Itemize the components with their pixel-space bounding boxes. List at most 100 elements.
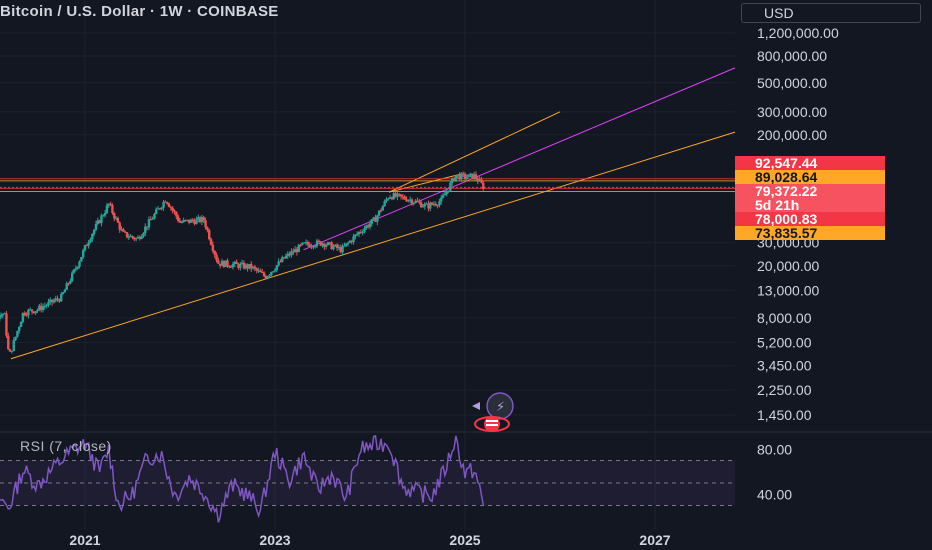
candle-body (175, 212, 178, 217)
candle-body (162, 201, 165, 208)
flag-badge-ring-icon (474, 416, 510, 432)
price-tick-label: 3,450.00 (757, 358, 812, 374)
rsi-line (0, 434, 485, 523)
candle-body (49, 299, 52, 302)
candle-body (100, 215, 103, 224)
candle-body (19, 321, 23, 327)
time-axis[interactable]: 2021 2023 2025 2027 (69, 532, 670, 548)
orange-trend-lower (10, 131, 736, 360)
candle-body (461, 173, 465, 175)
candle-body (478, 179, 481, 182)
time-tick-label: 2025 (449, 532, 480, 548)
candle-body (235, 261, 238, 264)
candle-body (120, 229, 123, 231)
candle-body (12, 340, 15, 352)
candle-body (410, 199, 414, 204)
event-icons[interactable]: ⚡ (472, 392, 514, 432)
candle-body (469, 173, 472, 175)
candle-body (218, 263, 222, 266)
candle-body (80, 257, 83, 262)
candle-body (399, 194, 403, 197)
candle-body (392, 193, 395, 200)
candle-body (412, 202, 416, 204)
candle-body (195, 219, 198, 225)
candle-body (50, 299, 54, 303)
candle-body (465, 177, 469, 179)
candle-body (401, 196, 405, 198)
price-lines (0, 178, 735, 193)
candle-body (91, 233, 94, 240)
price-tick-label: 8,000.00 (757, 310, 812, 326)
candle-body (445, 191, 448, 195)
candle-body (138, 236, 142, 239)
candle-body (290, 251, 293, 256)
candle-body (202, 217, 205, 221)
candle-body (78, 261, 81, 267)
candle-body (184, 219, 187, 221)
candle-body (345, 243, 348, 246)
candle-body (98, 220, 101, 224)
candle-body (441, 195, 445, 198)
candle-body (39, 305, 43, 311)
candle-body (103, 213, 107, 216)
candle-body (144, 226, 147, 234)
orange-trend-top (388, 173, 461, 193)
price-tick-label: 20,000.00 (757, 258, 819, 274)
candle-body (454, 175, 458, 182)
candle-body (447, 190, 450, 192)
candle-body (156, 208, 160, 210)
candle-body (131, 235, 134, 238)
time-tick-label: 2027 (639, 532, 670, 548)
candle-body (72, 269, 76, 273)
candle-body (297, 244, 300, 253)
candle-body (63, 289, 67, 293)
candle-body (467, 174, 470, 178)
candle-body (240, 262, 244, 264)
candle-body (432, 203, 436, 205)
candle-body (264, 275, 268, 279)
candle-body (374, 217, 377, 222)
chart-title: Bitcoin / U.S. Dollar · 1W · COINBASE (0, 3, 279, 20)
candle-body (160, 207, 163, 209)
price-tick-label: 5,200.00 (757, 334, 812, 350)
candle-body (288, 253, 291, 256)
candle-body (423, 203, 427, 207)
currency-selector[interactable]: USD (741, 3, 921, 23)
candle-body (295, 249, 299, 253)
candle-body (268, 275, 271, 277)
candle-body (253, 266, 257, 269)
candle-body (282, 257, 286, 259)
candle-body (246, 264, 249, 269)
candle-body (27, 309, 30, 316)
candle-body (10, 351, 14, 353)
candle-body (273, 270, 277, 272)
candle-body (109, 203, 112, 206)
candle-body (7, 335, 10, 350)
candle-body (228, 265, 231, 267)
candle-body (204, 220, 207, 228)
candle-body (407, 199, 410, 202)
candle-body (293, 249, 297, 253)
candle-body (284, 255, 288, 259)
price-badge: 79,372.22 (735, 184, 885, 198)
candle-body (127, 237, 131, 239)
candle-body (416, 200, 419, 202)
candle-body (45, 305, 48, 307)
candle-body (343, 245, 346, 247)
candle-body (38, 305, 41, 310)
candle-body (366, 225, 370, 228)
price-axis[interactable]: 1,200,000.00 800,000.00 500,000.00 300,000.… (757, 25, 839, 502)
candle-body (74, 268, 78, 270)
candle-body (421, 206, 425, 208)
candle-body (277, 261, 280, 266)
candle-body (0, 315, 3, 317)
candle-body (352, 236, 355, 243)
candle-body (312, 246, 315, 248)
candle-body (315, 240, 319, 247)
candle-body (182, 219, 185, 223)
candle-body (357, 231, 361, 235)
price-badge: 89,028.64 (735, 170, 885, 184)
lightning-icon[interactable] (486, 392, 514, 420)
candle-body (173, 210, 176, 213)
